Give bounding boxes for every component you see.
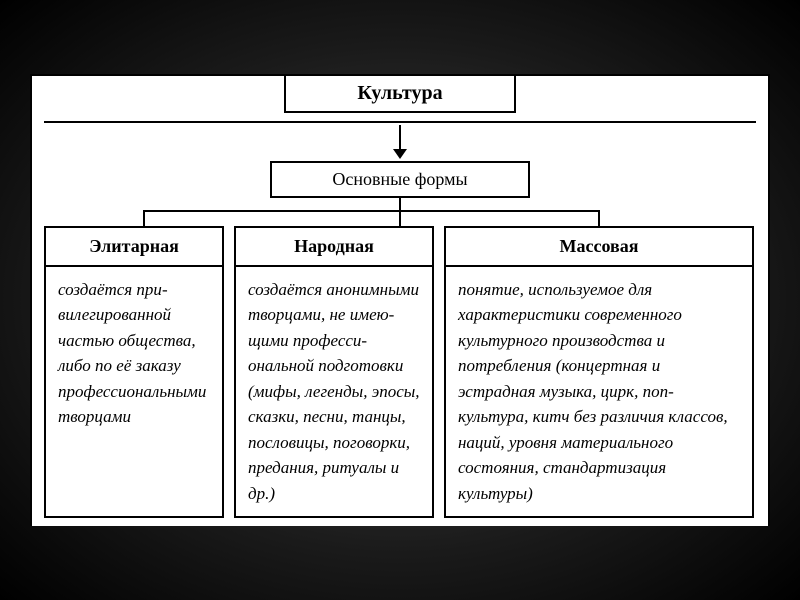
column-body: создаётся при­вилегирован­ной частью общ… bbox=[46, 267, 222, 440]
column-header: Народная bbox=[236, 228, 432, 267]
connector-vertical-center bbox=[399, 198, 401, 210]
column-header: Элитарная bbox=[46, 228, 222, 267]
connector-drop-left bbox=[143, 210, 145, 226]
column-body: понятие, используемое для характеристики… bbox=[446, 267, 752, 517]
connector-horizontal bbox=[144, 210, 600, 212]
title-text: Культура bbox=[357, 82, 442, 104]
connector-zone bbox=[44, 198, 756, 226]
arrow-zone bbox=[44, 123, 756, 161]
column-elitist: Элитарная создаётся при­вилегирован­ной … bbox=[44, 226, 224, 519]
diagram-card: Культура Основные формы Элитарная создаё… bbox=[30, 74, 770, 527]
column-header: Массовая bbox=[446, 228, 752, 267]
columns-row: Элитарная создаётся при­вилегирован­ной … bbox=[30, 226, 770, 527]
diagram-header-area: Культура Основные формы bbox=[30, 74, 770, 226]
column-mass: Массовая понятие, используемое для харак… bbox=[444, 226, 754, 519]
subtitle-text: Основные формы bbox=[332, 169, 467, 189]
connector-drop-right bbox=[598, 210, 600, 226]
arrow-down-head-icon bbox=[393, 149, 407, 159]
column-folk: Народная создаётся ано­нимными твор­цами… bbox=[234, 226, 434, 519]
arrow-down-line bbox=[399, 125, 401, 151]
connector-drop-center bbox=[399, 210, 401, 226]
title-box: Культура bbox=[284, 74, 516, 113]
subtitle-box: Основные формы bbox=[270, 161, 530, 198]
column-body: создаётся ано­нимными твор­цами, не имею… bbox=[236, 267, 432, 517]
